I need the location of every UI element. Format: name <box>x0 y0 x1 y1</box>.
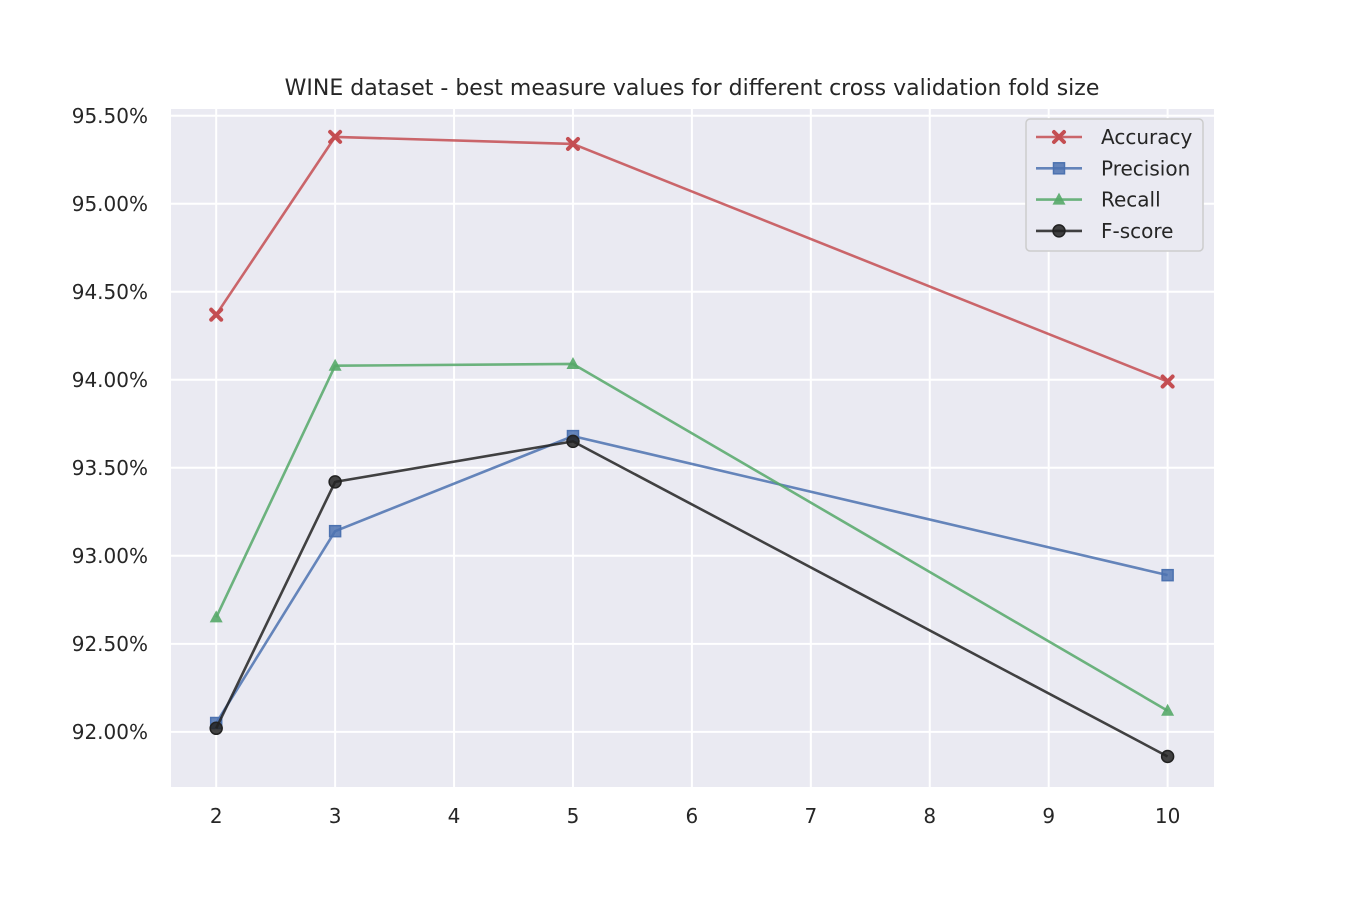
legend-marker <box>1052 192 1066 205</box>
legend-box <box>1025 118 1204 252</box>
series-line <box>215 362 1169 712</box>
x-tick-label: 7 <box>804 804 817 828</box>
legend-marker <box>1052 224 1066 238</box>
y-tick-label: 94.00% <box>72 368 148 392</box>
y-tick-label: 93.00% <box>72 544 148 568</box>
y-tick-label: 94.50% <box>72 280 148 304</box>
y-tick-label: 93.50% <box>72 456 148 480</box>
data-point <box>328 475 342 489</box>
y-axis: 92.00% 92.50% 93.00% 93.50% 94.00% 94.50% 95.0… <box>72 104 148 744</box>
x-tick-label: 10 <box>1155 804 1180 828</box>
x-axis: 2 3 4 5 6 7 8 9 10 <box>210 804 1181 828</box>
y-tick-label: 92.00% <box>72 720 148 744</box>
series-layer <box>209 129 1175 764</box>
data-point <box>328 358 342 371</box>
legend-item: Accuracy <box>1036 125 1192 149</box>
legend-marker <box>1052 162 1066 175</box>
y-tick-label: 95.50% <box>72 104 148 128</box>
y-tick-label: 92.50% <box>72 632 148 656</box>
series-f-score <box>209 434 1175 764</box>
legend-label: Accuracy <box>1101 125 1192 149</box>
data-point <box>328 524 342 538</box>
series-accuracy <box>209 129 1175 389</box>
x-tick-label: 6 <box>686 804 699 828</box>
data-point <box>1161 568 1174 582</box>
series-recall <box>209 356 1175 716</box>
series-line <box>215 440 1169 758</box>
x-tick-label: 4 <box>448 804 461 828</box>
data-point <box>209 610 223 623</box>
legend-item: Recall <box>1036 188 1161 212</box>
x-tick-label: 9 <box>1042 804 1055 828</box>
data-point <box>566 356 580 369</box>
data-point <box>1161 703 1175 716</box>
data-point <box>1160 374 1175 389</box>
legend-item: Precision <box>1036 156 1190 180</box>
legend-label: Recall <box>1101 188 1161 212</box>
chart-title: WINE dataset - best measure values for d… <box>285 76 1100 101</box>
y-tick-label: 95.00% <box>72 192 148 216</box>
legend-label: F-score <box>1101 219 1173 243</box>
x-tick-label: 2 <box>210 804 223 828</box>
data-point <box>566 434 580 449</box>
data-point <box>328 129 343 144</box>
x-tick-label: 3 <box>329 804 342 828</box>
legend-label: Precision <box>1101 156 1190 180</box>
data-point <box>565 136 580 151</box>
data-point <box>209 307 224 322</box>
legend-item: F-score <box>1036 219 1173 243</box>
legend-marker <box>1052 130 1066 144</box>
series-line <box>215 135 1169 383</box>
x-tick-label: 8 <box>923 804 936 828</box>
data-point <box>1160 749 1175 764</box>
x-tick-label: 5 <box>567 804 580 828</box>
series-line <box>215 434 1168 724</box>
legend: Accuracy Precision Recall F-score <box>1025 118 1204 252</box>
data-point <box>209 721 223 736</box>
